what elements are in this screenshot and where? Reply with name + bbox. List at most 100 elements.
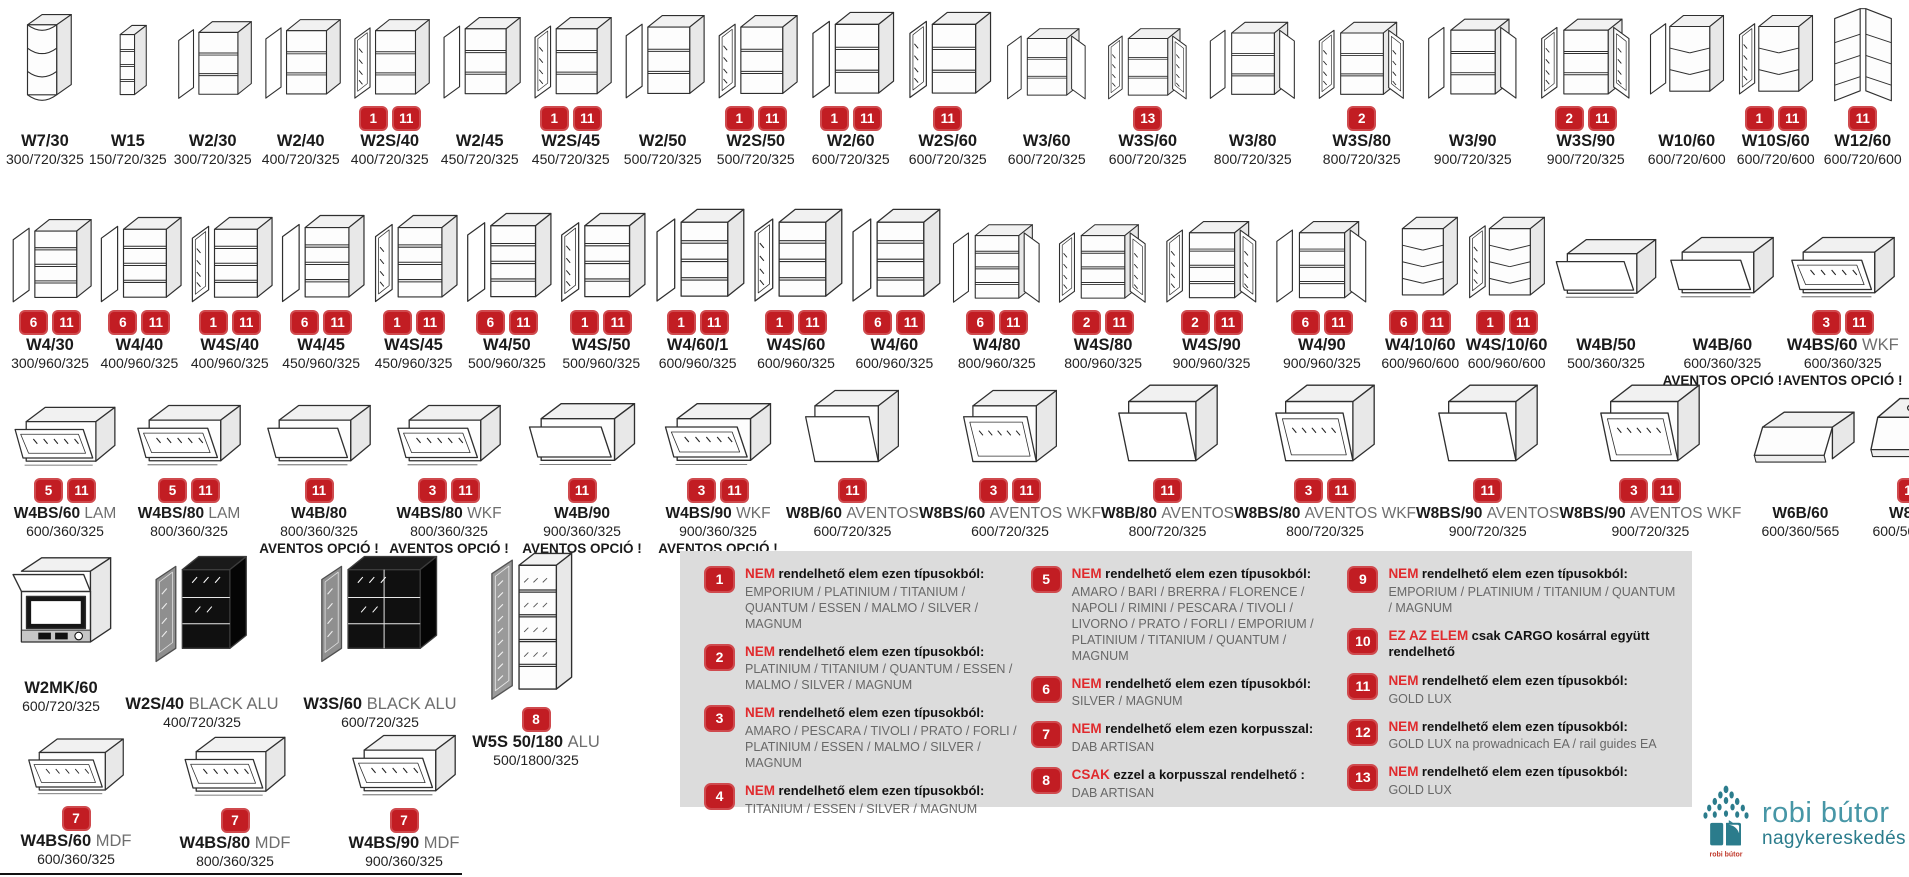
model-name: W5S 50/180 ALU	[472, 733, 600, 752]
model-dimensions: 900/360/325	[679, 523, 757, 539]
cabinet-drawing-w4b-90	[528, 403, 636, 465]
model-dimensions: 600/360/325	[1803, 355, 1882, 371]
footnote-badge-7: 7	[61, 806, 91, 831]
model-name: W4BS/80 MDF	[180, 834, 291, 853]
model-dimensions: 600/720/325	[22, 698, 100, 714]
badge-row: 11	[1846, 105, 1879, 132]
cabinet-drawing-w3s-60	[1107, 28, 1187, 100]
footnote-badge-11: 11	[896, 310, 926, 335]
model-code: W4BS/80	[179, 834, 251, 852]
footnote-badge-11: 11	[52, 310, 81, 335]
legend-note-7: 7 NEM rendelhető elem ezen korpusszal: DAB…	[1029, 720, 1346, 755]
footnote-badge-11: 11	[231, 310, 261, 335]
cabinet-drawing-w3-60	[1006, 28, 1086, 100]
model-name: W8BS/60 AVENTOS WKF	[919, 504, 1101, 523]
cabinet-drawing-w4-60-1	[656, 208, 745, 302]
catalog-item-w4bs-90: 3 11 W4BS/90 WKF 900/360/325 AVENTOS OPCIÓ !	[650, 374, 786, 556]
footnote-badge-6: 6	[1290, 310, 1320, 335]
model-suffix: LAM	[84, 505, 117, 522]
legend-body: GOLD LUX na prowadnicach EA / rail guide…	[1388, 737, 1657, 752]
catalog-item-w10s-60: 1 11 W10S/60 600/720/600	[1734, 2, 1818, 168]
model-name: W4/80	[973, 336, 1021, 355]
logo-icon-caption: robi bútor	[1709, 852, 1742, 859]
cabinet-drawing-w4s-45	[374, 214, 458, 303]
model-name: W2/40	[277, 132, 325, 151]
model-dimensions: 600/960/600	[1467, 355, 1546, 371]
model-dimensions: 800/360/325	[280, 523, 358, 539]
footnote-badge-1: 1	[1475, 310, 1505, 335]
catalog-item-w2mk-60: W2MK/60 600/720/325	[0, 552, 122, 715]
cabinet-drawing-w4bs-80-mdf	[184, 736, 286, 796]
footnote-badge-11: 11	[1011, 478, 1041, 503]
catalog-item-w4s-60: 1 11 W4S/60 600/960/325	[747, 170, 845, 372]
model-dimensions: 800/720/325	[1286, 523, 1364, 539]
cabinet-drawing-w3s-80	[1318, 21, 1404, 99]
badge-row: 1 11	[538, 105, 604, 132]
model-code: W4BS/60	[20, 832, 92, 850]
model-dimensions: 500/960/325	[562, 355, 641, 371]
model-dimensions: 400/960/325	[100, 355, 179, 371]
model-code: W8BS/90	[1559, 505, 1626, 522]
model-dimensions: 400/720/325	[261, 151, 340, 167]
model-code: W2/45	[455, 132, 504, 150]
footnote-badge-6: 6	[1030, 675, 1062, 703]
model-name: W2S/40	[360, 132, 419, 151]
footnote-badge-2: 2	[704, 643, 735, 671]
model-code: W4BS/80	[137, 505, 205, 522]
legend-note-text: NEM rendelhető elem ezen típusokból: TITA…	[745, 782, 984, 817]
catalog-item-w2-50: W2/50 500/720/325	[619, 2, 707, 168]
model-code: W4BS/80	[396, 505, 463, 522]
badge-row: 6 11	[474, 309, 540, 336]
model-code: W8B/60	[786, 505, 842, 522]
model-dimensions: 800/720/325	[1128, 523, 1207, 539]
model-dimensions: 600/720/325	[813, 523, 892, 539]
catalog-item-w4bs-80: 3 11 W4BS/80 WKF 800/360/325 AVENTOS OPCIÓ !	[384, 374, 514, 556]
badge-row: 1 11	[763, 309, 829, 336]
cabinet-drawing-w4s-90	[1165, 221, 1256, 303]
footnote-badge-3: 3	[704, 705, 735, 733]
legend-lead: NEM	[745, 566, 775, 581]
badge-row: 6 11	[1387, 309, 1453, 336]
model-name: W15	[111, 132, 145, 151]
model-name: W8BS/90 AVENTOS	[1416, 504, 1559, 523]
catalog-item-w4s-45: 1 11 W4S/45 450/960/325	[368, 170, 460, 372]
badge-row: 1 11	[381, 309, 447, 336]
model-code: W8BS/60	[918, 505, 986, 522]
legend-body: GOLD LUX	[1388, 691, 1452, 706]
legend-body: AMARO / BARI / BRERRA / FLORENCE / NAPOL…	[1071, 584, 1314, 663]
model-code: W2S/40	[125, 695, 185, 713]
catalog-item-w3s-90: 2 11 W3S/90 900/720/325	[1532, 2, 1640, 168]
catalog-item-w4bs-90: 7 W4BS/90 MDF 900/360/325	[316, 729, 492, 870]
cabinet-drawing-w8bs-90-aventos-wkf	[1600, 384, 1701, 462]
badge-row: 6 11	[1289, 309, 1355, 336]
footnote-badge-11: 11	[933, 106, 963, 131]
model-code: W8BS/90	[1416, 505, 1483, 522]
catalog-item-w2s-40: 1 11 W2S/40 400/720/325	[348, 2, 432, 168]
model-name: W8BS/90 AVENTOS WKF	[1559, 504, 1741, 523]
model-name: W4S/90	[1182, 336, 1241, 355]
catalog-item-w8bs-90: 3 11 W8BS/90 AVENTOS WKF 900/720/325	[1559, 374, 1741, 540]
cabinet-drawing-w5s-50-180-alu	[491, 552, 573, 700]
footnote-badge-1: 1	[765, 310, 794, 335]
model-name: W4S/50	[572, 336, 631, 355]
model-suffix: AVENTOS	[1161, 505, 1234, 522]
model-dimensions: 450/720/325	[531, 151, 610, 167]
model-code: W5S 50/180	[472, 733, 564, 751]
model-name: W2S/60	[918, 132, 977, 151]
model-code: W4S/90	[1182, 336, 1241, 354]
model-code: W2/50	[638, 132, 687, 150]
footnote-badge-11: 11	[699, 310, 729, 335]
cabinet-drawing-w4-60	[852, 208, 941, 302]
model-dimensions: 600/720/325	[1108, 151, 1187, 167]
catalog-item-w4-10-60: 6 11 W4/10/60 600/960/600	[1377, 170, 1463, 372]
cabinet-drawing-w4-90	[1276, 221, 1367, 303]
model-suffix: AVENTOS	[846, 505, 919, 522]
cabinet-drawing-w7-30	[26, 13, 72, 101]
legend-box: 1 NEM rendelhető elem ezen típusokból: EMP…	[680, 551, 1692, 816]
badge-row: 6 11	[106, 309, 172, 336]
model-name: W12/60	[1834, 132, 1891, 151]
cabinet-drawing-w4-40	[101, 216, 183, 303]
model-dimensions: 450/960/325	[374, 355, 453, 371]
model-dimensions: 900/720/325	[1611, 523, 1690, 539]
